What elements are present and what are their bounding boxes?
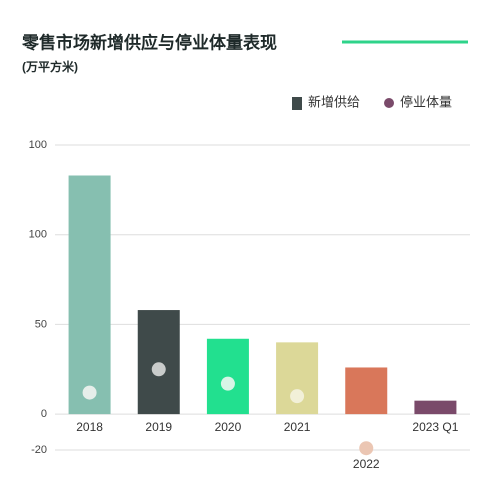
bar	[345, 367, 388, 415]
x-tick-label: 2023 Q1	[412, 420, 458, 434]
x-tick-label: 2019	[145, 420, 172, 434]
dot	[82, 385, 97, 400]
x-tick-label: 2021	[284, 420, 311, 434]
y-tick-label: 50	[35, 318, 47, 330]
bar	[206, 338, 249, 415]
dot	[220, 376, 235, 391]
chart-subtitle: (万平方米)	[22, 59, 78, 74]
bar	[68, 175, 111, 415]
dot	[290, 389, 305, 404]
bar	[414, 400, 457, 415]
y-tick-label: 100	[29, 139, 47, 151]
x-tick-label: 2022	[353, 457, 380, 471]
y-tick-label: 0	[41, 408, 47, 420]
x-tick-label: 2020	[215, 420, 242, 434]
dot	[151, 362, 166, 377]
bar	[137, 310, 180, 415]
legend-swatch	[292, 97, 302, 110]
legend-label: 新增供给	[308, 94, 360, 109]
legend-label: 停业体量	[400, 94, 452, 109]
chart-title: 零售市场新增供应与停业体量表现	[21, 32, 277, 52]
bar	[276, 342, 319, 415]
x-tick-label: 2018	[76, 420, 103, 434]
y-tick-label: 100	[29, 229, 47, 241]
y-tick-label: -20	[31, 444, 47, 456]
dot	[359, 441, 374, 456]
legend-dot	[384, 98, 395, 108]
